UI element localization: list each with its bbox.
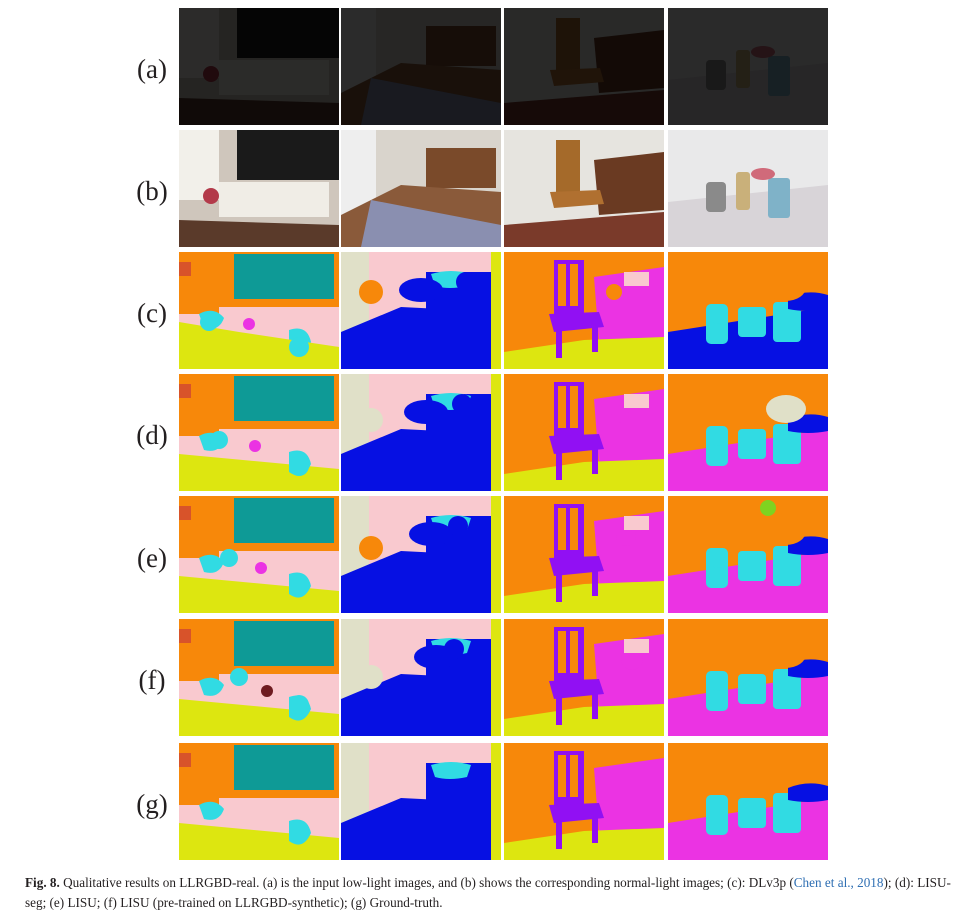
segmentation-map-row-e-col-3 xyxy=(504,496,664,613)
normal-light-image-row-b-col-3 xyxy=(504,130,664,247)
low-light-image-row-a-col-4 xyxy=(668,8,828,125)
row-label-d: (d) xyxy=(136,420,168,450)
ground-truth-map-row-g-col-3 xyxy=(504,743,664,860)
row-label-e: (e) xyxy=(137,543,167,573)
caption-text-end: ); (d): LISU-seg; (e) LISU; (f) LISU (pr… xyxy=(25,875,951,910)
ground-truth-map-row-g-col-2 xyxy=(341,743,501,860)
segmentation-map-row-d-col-1 xyxy=(179,374,339,491)
ground-truth-map-row-g-col-1 xyxy=(179,743,339,860)
row-label-b: (b) xyxy=(136,176,168,206)
row-label-a: (a) xyxy=(137,54,167,84)
normal-light-image-row-b-col-1 xyxy=(179,130,339,247)
segmentation-map-row-d-col-2 xyxy=(341,374,501,491)
normal-light-image-row-b-col-4 xyxy=(668,130,828,247)
row-label-c: (c) xyxy=(137,298,167,328)
low-light-image-row-a-col-3 xyxy=(504,8,664,125)
caption-text-start: Qualitative results on LLRGBD-real. (a) … xyxy=(63,875,794,890)
row-label-f: (f) xyxy=(138,665,166,695)
figure-caption: Fig. 8. Qualitative results on LLRGBD-re… xyxy=(25,873,960,913)
segmentation-map-row-d-col-3 xyxy=(504,374,664,491)
segmentation-map-row-f-col-4 xyxy=(668,619,828,736)
segmentation-map-row-c-col-1 xyxy=(179,252,339,369)
segmentation-map-row-f-col-3 xyxy=(504,619,664,736)
caption-label: Fig. 8. xyxy=(25,875,60,890)
segmentation-map-row-c-col-4 xyxy=(668,252,828,369)
segmentation-map-row-c-col-3 xyxy=(504,252,664,369)
low-light-image-row-a-col-1 xyxy=(179,8,339,125)
segmentation-map-row-e-col-1 xyxy=(179,496,339,613)
segmentation-map-row-f-col-1 xyxy=(179,619,339,736)
segmentation-map-row-d-col-4 xyxy=(668,374,828,491)
normal-light-image-row-b-col-2 xyxy=(341,130,501,247)
results-figure: (a) (b) xyxy=(136,8,828,860)
citation-link[interactable]: Chen et al., 2018 xyxy=(793,875,884,890)
ground-truth-map-row-g-col-4 xyxy=(668,743,828,860)
segmentation-map-row-c-col-2 xyxy=(341,252,501,369)
row-label-g: (g) xyxy=(136,789,168,819)
segmentation-map-row-e-col-2 xyxy=(341,496,501,613)
segmentation-map-row-e-col-4 xyxy=(668,496,828,613)
segmentation-map-row-f-col-2 xyxy=(341,619,501,736)
low-light-image-row-a-col-2 xyxy=(341,8,501,125)
